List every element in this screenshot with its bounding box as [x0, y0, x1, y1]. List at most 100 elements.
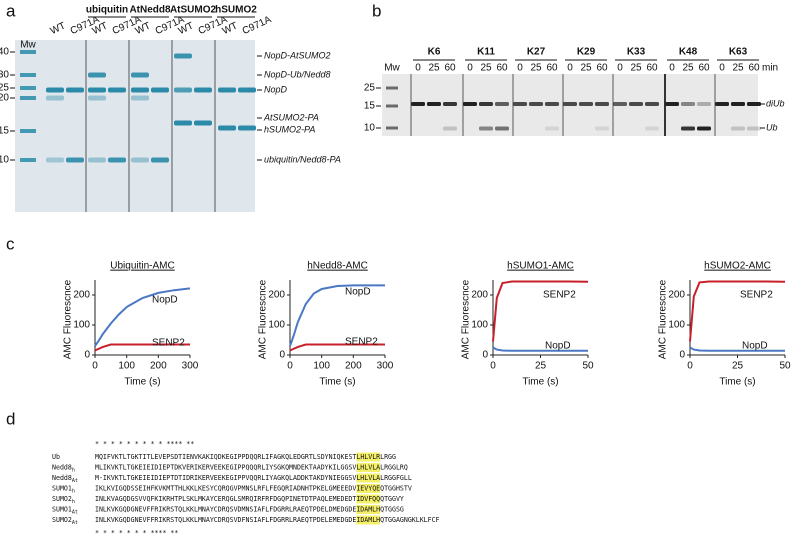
gel-band: [108, 87, 126, 93]
gel-band: [427, 102, 441, 106]
row-name: SUMO1At: [52, 506, 78, 516]
band-label: NopD: [264, 84, 288, 94]
gel-band: [545, 126, 559, 131]
gel-band: [579, 102, 593, 106]
row-name-text: SUMO1: [52, 506, 72, 514]
x-axis-label: Time (s): [719, 377, 755, 388]
data-line: [492, 280, 589, 342]
ladder-band: [20, 73, 36, 77]
time-label: 60: [646, 63, 658, 74]
gel-band: [665, 102, 679, 106]
y-tick-label: 200: [668, 290, 685, 301]
group-header: K48: [679, 47, 698, 58]
y-tick-label: 0: [279, 350, 285, 361]
band-label: NopD-Ub/Nedd8: [264, 69, 331, 79]
time-label: 25: [428, 63, 440, 74]
conservation-top: * * * * * * * * * **** **: [95, 440, 194, 448]
gel-band: [747, 102, 761, 106]
gel-band: [443, 126, 457, 131]
row-name: SUMO2h: [52, 495, 75, 505]
gel-band: [88, 87, 106, 93]
gel-band: [731, 102, 745, 106]
row-name-sub: h: [72, 499, 75, 505]
gel-band: [131, 157, 149, 163]
x-tick-label: 50: [582, 361, 594, 372]
mw-marker: 10: [364, 123, 376, 134]
highlight: [356, 494, 381, 504]
time-label: 25: [682, 63, 694, 74]
sequence: MLIKVKTLTGKEIEIDIEPTDKVERIKERVEEKEGIPPQQ…: [95, 464, 408, 472]
chart-title: hSUMO2-AMC: [704, 261, 771, 272]
row-name-sub: h: [72, 488, 75, 494]
series-label: SENP2: [345, 337, 378, 348]
y-tick-label: 0: [679, 350, 685, 361]
mw-marker: 15: [0, 126, 9, 137]
x-tick-label: 0: [92, 361, 98, 372]
x-tick-label: 0: [490, 361, 496, 372]
gel-band: [238, 87, 256, 93]
y-tick-label: 100: [471, 320, 488, 331]
time-label: 60: [698, 63, 710, 74]
time-label: 25: [480, 63, 492, 74]
gel-band: [479, 126, 493, 131]
group-header: K27: [527, 47, 546, 58]
y-tick-label: 100: [668, 320, 685, 331]
row-name-text: Nedd8: [52, 464, 72, 472]
series-label: SENP2: [740, 290, 773, 301]
row-name: SUMO1h: [52, 485, 75, 495]
group-header: AtNedd8: [129, 5, 171, 16]
chart-title: hSUMO1-AMC: [507, 261, 574, 272]
series-label: NopD: [345, 287, 371, 298]
chart-title: Ubiquitin-AMC: [110, 261, 174, 272]
series-label: NopD: [545, 341, 571, 352]
highlight: [356, 452, 381, 462]
panel-label: c: [6, 234, 15, 253]
group-header: K63: [729, 47, 748, 58]
y-tick-label: 100: [268, 320, 285, 331]
gel-band: [529, 102, 543, 106]
mw-marker: 30: [0, 70, 9, 81]
gel-band: [629, 102, 643, 106]
mw-marker: 15: [364, 101, 376, 112]
gel-band: [645, 102, 659, 106]
x-tick-label: 25: [732, 361, 744, 372]
x-axis-label: Time (s): [522, 377, 558, 388]
sequence: M-IKVKTLTGKEIEIDIEPTDTIDRIKERVEEKEGIPPVQ…: [95, 474, 412, 482]
lane-label: C971A: [241, 14, 274, 37]
group-header: K33: [627, 47, 646, 58]
sequence: MQIFVKTLTGKTITLEVEPSDTIENVKAKIQDKEGIPPDQ…: [95, 453, 396, 461]
gel-band: [131, 95, 149, 101]
y-axis-label: AMC Fluorescnce: [658, 279, 669, 359]
gel-band: [747, 126, 761, 131]
row-name-sub: h: [72, 467, 75, 473]
lane-label: WT: [49, 21, 68, 38]
gel-band: [88, 157, 106, 163]
gel-band: [131, 87, 149, 93]
gel-band: [443, 102, 457, 106]
highlight: [356, 484, 381, 493]
time-label: 0: [617, 63, 623, 74]
gel-band: [238, 125, 256, 131]
gel-band: [108, 157, 126, 163]
gel-band: [463, 102, 477, 106]
mw-marker: 10: [0, 155, 9, 166]
x-tick-label: 100: [313, 361, 330, 372]
row-name: Ub: [52, 453, 60, 461]
gel-band: [218, 87, 236, 93]
row-name-text: Ub: [52, 453, 60, 461]
group-header: K29: [577, 47, 596, 58]
ladder-band: [20, 158, 36, 162]
mw-marker: 40: [0, 47, 9, 58]
time-label: 0: [467, 63, 473, 74]
x-tick-label: 25: [535, 361, 547, 372]
y-tick-label: 100: [73, 320, 90, 331]
gel-band: [174, 120, 192, 126]
group-header: hSUMO2: [215, 5, 257, 16]
highlight: [356, 463, 381, 472]
ladder-band: [20, 86, 36, 90]
gel-band: [66, 87, 84, 93]
data-line: [689, 280, 786, 342]
y-tick-label: 0: [482, 350, 488, 361]
panel-label: b: [372, 1, 381, 20]
